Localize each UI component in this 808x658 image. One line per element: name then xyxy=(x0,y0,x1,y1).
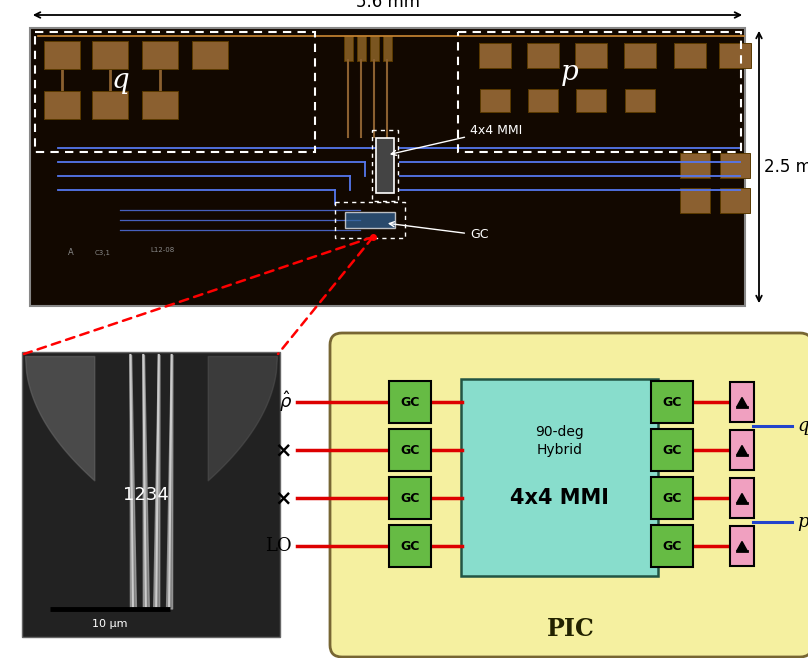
Text: A: A xyxy=(68,248,74,257)
Text: q: q xyxy=(797,417,808,435)
Text: ×: × xyxy=(275,488,292,508)
FancyBboxPatch shape xyxy=(480,88,510,111)
FancyBboxPatch shape xyxy=(92,91,128,119)
FancyBboxPatch shape xyxy=(730,478,754,518)
Text: 4x4 MMI: 4x4 MMI xyxy=(391,124,522,155)
Text: p: p xyxy=(561,59,579,86)
Text: LO: LO xyxy=(265,537,292,555)
Text: GC: GC xyxy=(400,492,419,505)
FancyBboxPatch shape xyxy=(651,381,693,423)
FancyBboxPatch shape xyxy=(369,36,378,61)
Text: L12-08: L12-08 xyxy=(150,247,175,253)
FancyBboxPatch shape xyxy=(142,91,178,119)
Text: 5.6 mm: 5.6 mm xyxy=(356,0,419,11)
FancyBboxPatch shape xyxy=(389,477,431,519)
Text: p: p xyxy=(797,513,808,531)
FancyBboxPatch shape xyxy=(720,188,750,213)
Text: 1234: 1234 xyxy=(123,486,169,503)
FancyBboxPatch shape xyxy=(343,36,352,61)
Text: $\hat{\rho}$: $\hat{\rho}$ xyxy=(279,390,292,415)
Text: 10 μm: 10 μm xyxy=(92,619,128,629)
FancyBboxPatch shape xyxy=(719,43,751,68)
Text: 90-deg: 90-deg xyxy=(535,425,584,439)
FancyBboxPatch shape xyxy=(44,91,80,119)
FancyBboxPatch shape xyxy=(680,153,710,178)
Text: GC: GC xyxy=(663,540,682,553)
FancyBboxPatch shape xyxy=(730,382,754,422)
FancyBboxPatch shape xyxy=(527,43,559,68)
FancyBboxPatch shape xyxy=(651,525,693,567)
Polygon shape xyxy=(737,445,747,455)
Text: PIC: PIC xyxy=(547,617,595,641)
FancyBboxPatch shape xyxy=(44,41,80,69)
FancyBboxPatch shape xyxy=(376,138,394,193)
FancyBboxPatch shape xyxy=(680,188,710,213)
Polygon shape xyxy=(737,542,747,551)
FancyBboxPatch shape xyxy=(674,43,706,68)
FancyBboxPatch shape xyxy=(479,43,511,68)
Text: 2.5 mm: 2.5 mm xyxy=(764,158,808,176)
FancyBboxPatch shape xyxy=(575,43,607,68)
FancyBboxPatch shape xyxy=(389,429,431,471)
Text: ×: × xyxy=(275,440,292,460)
FancyBboxPatch shape xyxy=(730,526,754,566)
FancyBboxPatch shape xyxy=(389,381,431,423)
Text: C3,1: C3,1 xyxy=(95,250,111,256)
Text: GC: GC xyxy=(663,395,682,409)
Polygon shape xyxy=(737,494,747,503)
FancyBboxPatch shape xyxy=(345,212,395,228)
FancyBboxPatch shape xyxy=(92,41,128,69)
FancyBboxPatch shape xyxy=(624,43,656,68)
Text: GC: GC xyxy=(389,222,489,241)
FancyBboxPatch shape xyxy=(382,36,392,61)
FancyBboxPatch shape xyxy=(22,352,280,637)
FancyBboxPatch shape xyxy=(461,379,658,576)
FancyBboxPatch shape xyxy=(30,28,745,306)
FancyBboxPatch shape xyxy=(730,430,754,470)
Text: GC: GC xyxy=(663,492,682,505)
Polygon shape xyxy=(737,397,747,407)
Text: GC: GC xyxy=(400,540,419,553)
FancyBboxPatch shape xyxy=(651,477,693,519)
Text: GC: GC xyxy=(400,443,419,457)
Text: Hybrid: Hybrid xyxy=(537,443,583,457)
Text: q: q xyxy=(112,66,128,93)
FancyBboxPatch shape xyxy=(356,36,365,61)
FancyBboxPatch shape xyxy=(720,153,750,178)
FancyBboxPatch shape xyxy=(389,525,431,567)
Text: 4x4 MMI: 4x4 MMI xyxy=(510,488,609,508)
FancyBboxPatch shape xyxy=(576,88,606,111)
Text: GC: GC xyxy=(663,443,682,457)
FancyBboxPatch shape xyxy=(528,88,558,111)
FancyBboxPatch shape xyxy=(651,429,693,471)
Text: GC: GC xyxy=(400,395,419,409)
FancyBboxPatch shape xyxy=(142,41,178,69)
FancyBboxPatch shape xyxy=(330,333,808,657)
FancyBboxPatch shape xyxy=(625,88,655,111)
FancyBboxPatch shape xyxy=(192,41,228,69)
